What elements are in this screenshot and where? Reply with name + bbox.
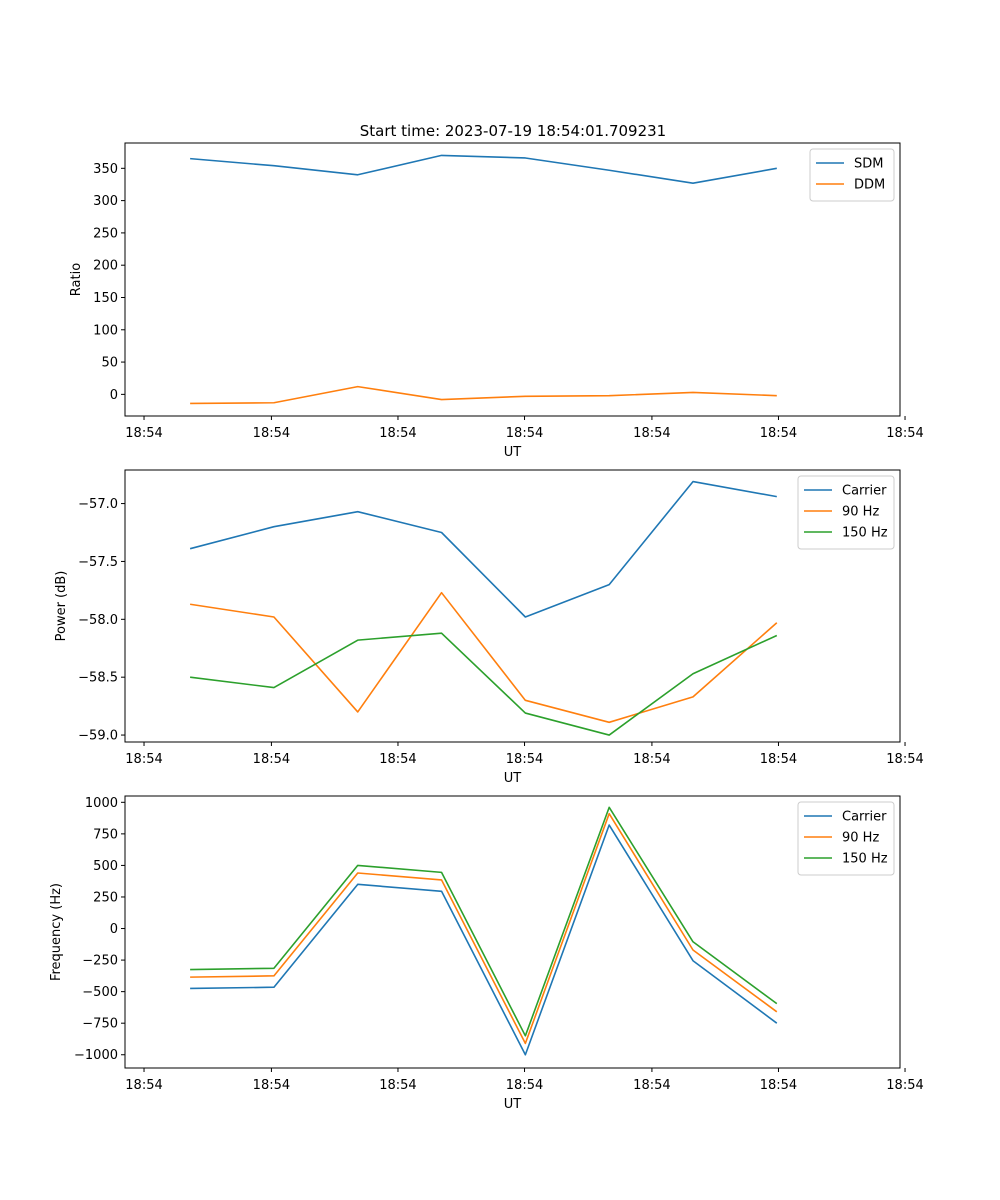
panel-power: −59.0 −58.5 −58.0 −57.5 −57.0 18:54 18:54 18:54… bbox=[54, 469, 924, 786]
frequency-x-tick-label: 18:54 bbox=[760, 1078, 797, 1093]
power-axes-frame bbox=[124, 469, 901, 743]
frequency-legend-label: 90 Hz bbox=[842, 831, 879, 846]
power-legend-label: Carrier bbox=[842, 484, 887, 499]
power-x-tick-label: 18:54 bbox=[760, 752, 797, 767]
frequency-x-tick-label: 18:54 bbox=[125, 1078, 162, 1093]
power-legend-label: 90 Hz bbox=[842, 505, 879, 520]
ratio-axes-frame bbox=[124, 142, 901, 417]
frequency-y-axis-label: Frequency (Hz) bbox=[49, 883, 64, 981]
ratio-series-line-ddm bbox=[190, 385, 777, 405]
frequency-y-tick-label: 500 bbox=[93, 859, 118, 874]
power-x-tick-label: 18:54 bbox=[633, 752, 670, 767]
power-y-tick-label: −58.0 bbox=[78, 613, 118, 628]
frequency-y-tick-label: 250 bbox=[93, 890, 118, 905]
ratio-legend-label: DDM bbox=[854, 178, 885, 193]
frequency-series-line-150-hz bbox=[190, 806, 778, 1037]
power-legend-label: 150 Hz bbox=[842, 526, 888, 541]
ratio-legend bbox=[809, 148, 895, 202]
power-y-tick-label: −57.5 bbox=[78, 555, 118, 570]
ratio-x-tick-label: 18:54 bbox=[125, 426, 162, 441]
power-y-tick-label: −59.0 bbox=[78, 729, 118, 744]
ratio-x-tick-label: 18:54 bbox=[886, 426, 923, 441]
power-x-tick-label: 18:54 bbox=[506, 752, 543, 767]
frequency-series-line-90-hz bbox=[190, 812, 778, 1045]
frequency-y-tick-label: −750 bbox=[82, 1017, 118, 1032]
frequency-y-tick-label: −1000 bbox=[74, 1048, 118, 1063]
power-y-tick-label: −57.0 bbox=[78, 497, 118, 512]
ratio-x-tick-label: 18:54 bbox=[253, 426, 290, 441]
ratio-y-tick-label: 300 bbox=[93, 194, 118, 209]
ratio-x-tick-label: 18:54 bbox=[633, 426, 670, 441]
frequency-x-tick-label: 18:54 bbox=[506, 1078, 543, 1093]
ratio-y-tick-label: 150 bbox=[93, 291, 118, 306]
ratio-legend-label: SDM bbox=[854, 157, 883, 172]
ratio-x-axis-label: UT bbox=[504, 445, 522, 460]
panel-ratio: 0 50 100 150 200 250 300 350 18:54 18:54 18:54 18:5… bbox=[69, 142, 924, 460]
ratio-x-tick-label: 18:54 bbox=[379, 426, 416, 441]
power-x-tick-label: 18:54 bbox=[886, 752, 923, 767]
power-series-line-carrier bbox=[189, 480, 777, 618]
frequency-x-tick-label: 18:54 bbox=[379, 1078, 416, 1093]
frequency-y-tick-label: 750 bbox=[93, 827, 118, 842]
power-x-tick-label: 18:54 bbox=[125, 752, 162, 767]
ratio-series-line-sdm bbox=[190, 154, 777, 184]
power-series-line-90-hz bbox=[189, 591, 778, 724]
power-y-tick-label: −58.5 bbox=[78, 671, 118, 686]
frequency-y-tick-label: 1000 bbox=[85, 796, 118, 811]
frequency-legend-label: 150 Hz bbox=[842, 852, 888, 867]
frequency-y-tick-label: −500 bbox=[82, 985, 118, 1000]
power-legend bbox=[797, 475, 895, 550]
ratio-x-tick-label: 18:54 bbox=[506, 426, 543, 441]
power-x-tick-label: 18:54 bbox=[379, 752, 416, 767]
frequency-x-tick-label: 18:54 bbox=[253, 1078, 290, 1093]
power-y-axis-label: Power (dB) bbox=[54, 571, 69, 642]
frequency-y-tick-label: −250 bbox=[82, 954, 118, 969]
frequency-x-tick-label: 18:54 bbox=[886, 1078, 923, 1093]
frequency-legend-label: Carrier bbox=[842, 810, 887, 825]
ratio-y-tick-label: 50 bbox=[101, 356, 118, 371]
ratio-x-tick-label: 18:54 bbox=[760, 426, 797, 441]
frequency-series-line-carrier bbox=[190, 824, 778, 1056]
frequency-x-axis-label: UT bbox=[504, 1097, 522, 1112]
power-x-tick-label: 18:54 bbox=[253, 752, 290, 767]
frequency-x-tick-label: 18:54 bbox=[633, 1078, 670, 1093]
ratio-y-axis-label: Ratio bbox=[69, 263, 84, 296]
ratio-y-tick-label: 250 bbox=[93, 226, 118, 241]
frequency-legend bbox=[797, 801, 895, 876]
chart-title: Start time: 2023-07-19 18:54:01.709231 bbox=[360, 122, 666, 140]
ratio-y-tick-label: 200 bbox=[93, 259, 118, 274]
ratio-y-tick-label: 100 bbox=[93, 323, 118, 338]
power-x-axis-label: UT bbox=[504, 771, 522, 786]
frequency-axes-frame bbox=[124, 795, 901, 1069]
frequency-y-tick-label: 0 bbox=[110, 922, 118, 937]
panel-frequency: −1000 −750 −500 −250 0 250 500 750 1000 18:54 18:5… bbox=[49, 795, 924, 1112]
ratio-y-tick-label: 0 bbox=[110, 388, 118, 403]
ratio-y-tick-label: 350 bbox=[93, 162, 118, 177]
power-series-line-150-hz bbox=[190, 632, 778, 736]
